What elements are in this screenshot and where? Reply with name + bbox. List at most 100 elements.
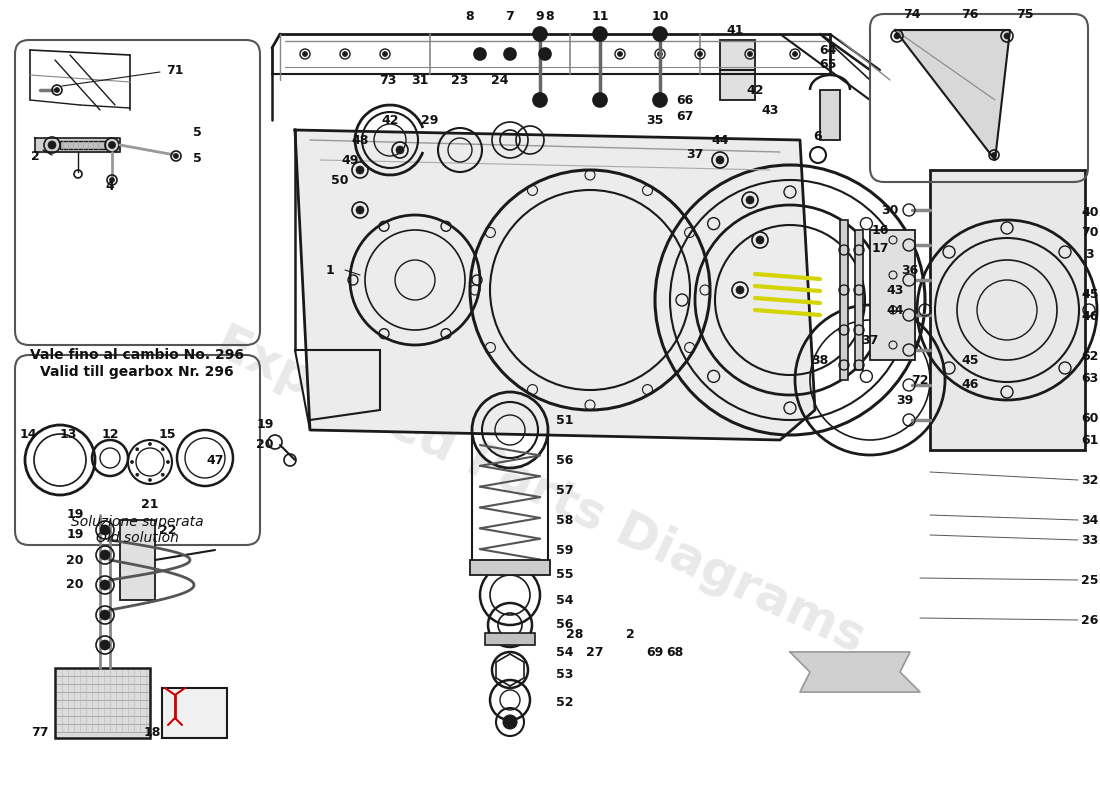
Text: 58: 58 bbox=[557, 514, 574, 526]
Circle shape bbox=[100, 525, 110, 535]
Text: 37: 37 bbox=[861, 334, 879, 346]
Circle shape bbox=[894, 33, 900, 39]
Circle shape bbox=[162, 448, 164, 450]
Text: 68: 68 bbox=[667, 646, 683, 658]
Text: 44: 44 bbox=[712, 134, 728, 146]
Text: 63: 63 bbox=[1081, 371, 1099, 385]
Circle shape bbox=[100, 640, 110, 650]
Text: 30: 30 bbox=[881, 203, 899, 217]
Text: 44: 44 bbox=[887, 303, 904, 317]
Circle shape bbox=[617, 51, 623, 57]
Circle shape bbox=[503, 715, 517, 729]
Bar bbox=[855, 230, 864, 370]
Circle shape bbox=[792, 51, 798, 57]
Text: 45: 45 bbox=[961, 354, 979, 366]
Circle shape bbox=[162, 474, 164, 476]
Text: 25: 25 bbox=[1081, 574, 1099, 586]
Text: 66: 66 bbox=[676, 94, 694, 106]
Circle shape bbox=[653, 27, 667, 41]
Circle shape bbox=[109, 142, 116, 149]
Text: 39: 39 bbox=[896, 394, 914, 406]
Polygon shape bbox=[895, 30, 1010, 160]
Text: 31: 31 bbox=[411, 74, 429, 86]
Text: 65: 65 bbox=[820, 58, 837, 71]
Text: 53: 53 bbox=[557, 669, 574, 682]
Text: 59: 59 bbox=[557, 543, 574, 557]
Circle shape bbox=[756, 236, 764, 244]
Polygon shape bbox=[790, 652, 920, 692]
Text: 54: 54 bbox=[557, 646, 574, 658]
Text: 3: 3 bbox=[1086, 249, 1094, 262]
Text: Vale fino al cambio No. 296: Vale fino al cambio No. 296 bbox=[30, 348, 244, 362]
Circle shape bbox=[746, 196, 754, 204]
Text: 49: 49 bbox=[341, 154, 359, 166]
Text: 29: 29 bbox=[421, 114, 439, 126]
Circle shape bbox=[1004, 33, 1010, 39]
Circle shape bbox=[504, 48, 516, 60]
Text: 38: 38 bbox=[812, 354, 828, 366]
Text: 37: 37 bbox=[686, 149, 704, 162]
Text: Valid till gearbox Nr. 296: Valid till gearbox Nr. 296 bbox=[41, 365, 234, 379]
Circle shape bbox=[474, 48, 486, 60]
Circle shape bbox=[110, 178, 114, 182]
Text: 2: 2 bbox=[31, 150, 40, 162]
Text: 35: 35 bbox=[647, 114, 663, 126]
Text: 26: 26 bbox=[1081, 614, 1099, 626]
Text: 18: 18 bbox=[143, 726, 161, 738]
Text: 57: 57 bbox=[557, 483, 574, 497]
Text: 8: 8 bbox=[546, 10, 554, 22]
Circle shape bbox=[342, 51, 348, 57]
Text: 36: 36 bbox=[901, 263, 918, 277]
Text: 56: 56 bbox=[557, 454, 574, 466]
Text: 67: 67 bbox=[676, 110, 694, 123]
Bar bbox=[120, 520, 155, 600]
Text: 6: 6 bbox=[814, 130, 823, 143]
Text: 72: 72 bbox=[911, 374, 928, 386]
Text: 17: 17 bbox=[871, 242, 889, 254]
Text: 42: 42 bbox=[746, 83, 763, 97]
Text: 74: 74 bbox=[903, 7, 921, 21]
Bar bbox=[870, 230, 915, 360]
Circle shape bbox=[356, 166, 364, 174]
Circle shape bbox=[48, 141, 56, 149]
Text: 55: 55 bbox=[557, 569, 574, 582]
Text: 1: 1 bbox=[326, 263, 334, 277]
Text: 77: 77 bbox=[31, 726, 48, 738]
Text: 20: 20 bbox=[256, 438, 274, 451]
Text: 40: 40 bbox=[1081, 206, 1099, 218]
Text: 60: 60 bbox=[1081, 411, 1099, 425]
Polygon shape bbox=[35, 138, 120, 152]
Text: 23: 23 bbox=[451, 74, 469, 86]
Text: 61: 61 bbox=[1081, 434, 1099, 446]
Circle shape bbox=[534, 93, 547, 107]
Text: 46: 46 bbox=[1081, 310, 1099, 322]
Circle shape bbox=[736, 286, 744, 294]
Circle shape bbox=[135, 448, 139, 450]
Text: 22: 22 bbox=[160, 523, 177, 537]
Text: 7: 7 bbox=[506, 10, 515, 22]
Text: Exploded Parts Diagrams: Exploded Parts Diagrams bbox=[208, 318, 872, 662]
Text: 51: 51 bbox=[557, 414, 574, 426]
Text: 64: 64 bbox=[820, 43, 837, 57]
Circle shape bbox=[593, 27, 607, 41]
Text: 15: 15 bbox=[158, 429, 176, 442]
Circle shape bbox=[131, 461, 133, 463]
Circle shape bbox=[534, 27, 547, 41]
Text: 5: 5 bbox=[192, 151, 201, 165]
Circle shape bbox=[174, 154, 178, 158]
Text: 32: 32 bbox=[1081, 474, 1099, 486]
Circle shape bbox=[135, 474, 139, 476]
Text: 9: 9 bbox=[536, 10, 544, 22]
Text: 43: 43 bbox=[761, 103, 779, 117]
Text: 11: 11 bbox=[592, 10, 608, 22]
Bar bbox=[485, 633, 535, 645]
Text: 75: 75 bbox=[1016, 7, 1034, 21]
Text: 52: 52 bbox=[557, 695, 574, 709]
Bar bbox=[470, 560, 550, 575]
Circle shape bbox=[100, 550, 110, 560]
Circle shape bbox=[100, 580, 110, 590]
Circle shape bbox=[302, 51, 308, 57]
Text: 21: 21 bbox=[141, 498, 158, 511]
Text: 16: 16 bbox=[871, 223, 889, 237]
Bar bbox=[930, 170, 1085, 450]
